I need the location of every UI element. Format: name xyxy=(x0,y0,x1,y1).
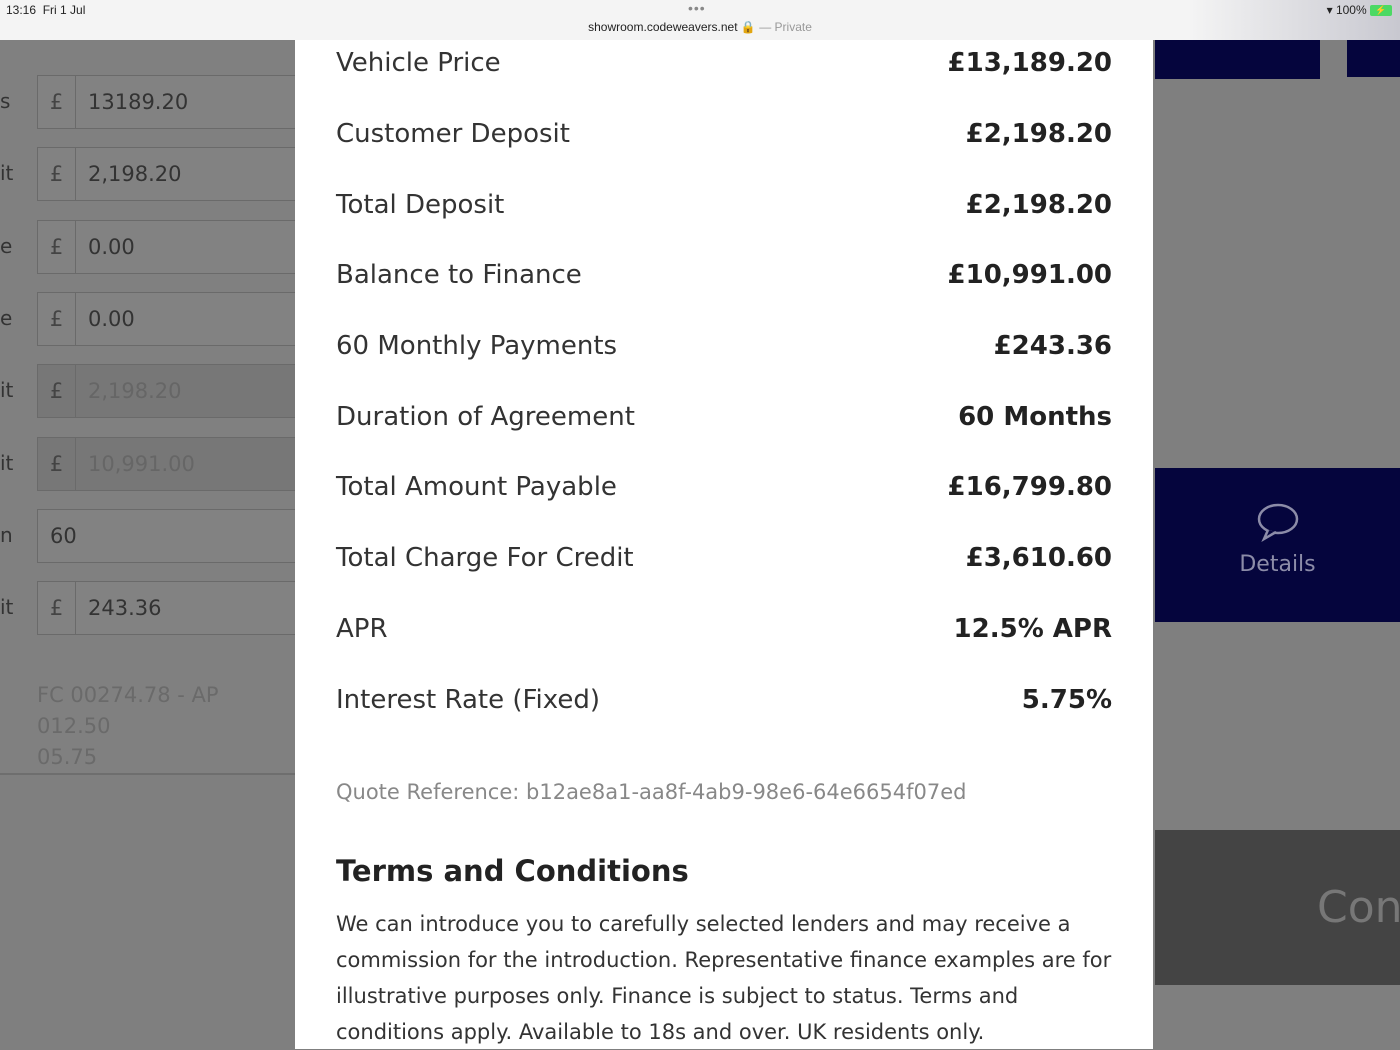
row-label: Total Amount Payable xyxy=(336,472,617,503)
currency-prefix: £ xyxy=(38,292,76,345)
lock-icon: 🔒 xyxy=(740,20,756,34)
currency-prefix: £ xyxy=(38,437,76,490)
address-bar[interactable]: showroom.codeweavers.net 🔒 — Private xyxy=(588,20,812,34)
row-value: 60 Months xyxy=(958,401,1112,432)
terms-title: Terms and Conditions xyxy=(336,853,689,888)
details-button[interactable]: Details xyxy=(1155,468,1400,622)
quote-row: Interest Rate (Fixed) 5.75% xyxy=(336,664,1112,735)
form-field[interactable]: £2,198.20 xyxy=(37,147,307,202)
field-value: 60 xyxy=(50,523,77,548)
quote-row: APR 12.5% APR xyxy=(336,594,1112,665)
terms-text: We can introduce you to carefully select… xyxy=(336,911,1112,1044)
row-label: 60 Monthly Payments xyxy=(336,331,618,362)
row-value: £10,991.00 xyxy=(947,260,1112,291)
row-label: Customer Deposit xyxy=(336,119,570,150)
row-value: £3,610.60 xyxy=(965,543,1112,574)
field-label: e xyxy=(0,305,13,330)
form-field: £2,198.20 xyxy=(37,364,307,419)
details-label: Details xyxy=(1239,552,1316,577)
row-label: Balance to Finance xyxy=(336,260,582,291)
quote-row: Total Charge For Credit £3,610.60 xyxy=(336,523,1112,594)
field-value: 2,198.20 xyxy=(88,162,182,187)
row-label: Total Charge For Credit xyxy=(336,543,634,574)
quote-row: Vehicle Price £13,189.20 xyxy=(336,28,1112,99)
row-label: Duration of Agreement xyxy=(336,401,635,432)
quote-row: Customer Deposit £2,198.20 xyxy=(336,99,1112,170)
wifi-icon: ▾ xyxy=(1326,3,1333,17)
quote-modal: Vehicle Price £13,189.20 Customer Deposit £… xyxy=(295,40,1153,1049)
form-field[interactable]: £0.00 xyxy=(37,219,307,274)
row-label: APR xyxy=(336,613,388,644)
row-value: £243.36 xyxy=(993,331,1112,362)
finance-note: FC 00274.78 - AP 012.50 05.75 xyxy=(37,683,219,769)
field-label: it xyxy=(0,378,14,403)
form-field: £10,991.00 xyxy=(37,436,307,491)
currency-prefix: £ xyxy=(38,582,76,635)
more-icon[interactable]: ••• xyxy=(688,0,706,16)
field-value: 2,198.20 xyxy=(88,379,182,404)
currency-prefix: £ xyxy=(38,365,76,418)
currency-prefix: £ xyxy=(38,76,76,128)
currency-prefix: £ xyxy=(38,220,76,273)
quote-table: Vehicle Price £13,189.20 Customer Deposit £… xyxy=(336,28,1112,735)
field-label: s xyxy=(0,89,11,113)
status-bar: 13:16 Fri 1 Jul ••• showroom.codeweavers… xyxy=(0,0,1400,40)
field-value: 0.00 xyxy=(88,306,135,331)
top-button-2[interactable] xyxy=(1347,40,1400,77)
row-value: £2,198.20 xyxy=(965,189,1112,220)
currency-prefix: £ xyxy=(38,148,76,201)
field-label: n xyxy=(0,522,13,547)
row-value: 12.5% APR xyxy=(953,613,1112,644)
form-field[interactable]: £0.00 xyxy=(37,291,307,346)
clock: 13:16 Fri 1 Jul xyxy=(6,3,86,17)
field-value: 0.00 xyxy=(88,234,135,259)
row-label: Total Deposit xyxy=(336,189,505,220)
row-value: £2,198.20 xyxy=(965,119,1112,150)
field-label: it xyxy=(0,161,14,186)
battery-icon: ⚡ xyxy=(1370,5,1392,17)
field-label: it xyxy=(0,595,14,620)
finance-form: s £13189.20 it £2,198.20 e £0.00 e £0.00 it … xyxy=(0,40,307,775)
system-indicators: ▾ 100% ⚡ xyxy=(1327,3,1392,17)
quote-row: Total Deposit £2,198.20 xyxy=(336,169,1112,240)
field-label: it xyxy=(0,450,14,475)
form-field[interactable]: £243.36 xyxy=(37,581,307,636)
form-field[interactable]: 60 xyxy=(37,508,307,563)
row-value: 5.75% xyxy=(1021,684,1112,715)
quote-row: Balance to Finance £10,991.00 xyxy=(336,240,1112,311)
form-field[interactable]: £13189.20 xyxy=(37,75,307,129)
row-value: £13,189.20 xyxy=(947,48,1112,79)
continue-button[interactable]: Con xyxy=(1155,830,1400,985)
quote-row: 60 Monthly Payments £243.36 xyxy=(336,311,1112,382)
field-value: 13189.20 xyxy=(88,90,189,114)
field-label: e xyxy=(0,233,13,258)
speech-bubble-icon xyxy=(1155,502,1400,548)
row-label: Vehicle Price xyxy=(336,48,501,79)
field-value: 243.36 xyxy=(88,596,162,621)
field-value: 10,991.00 xyxy=(88,451,195,476)
quote-row: Total Amount Payable £16,799.80 xyxy=(336,452,1112,523)
quote-reference: Quote Reference: b12ae8a1-aa8f-4ab9-98e6… xyxy=(336,779,967,804)
quote-row: Duration of Agreement 60 Months xyxy=(336,381,1112,452)
row-label: Interest Rate (Fixed) xyxy=(336,684,600,715)
row-value: £16,799.80 xyxy=(947,472,1112,503)
top-button[interactable] xyxy=(1155,40,1320,79)
